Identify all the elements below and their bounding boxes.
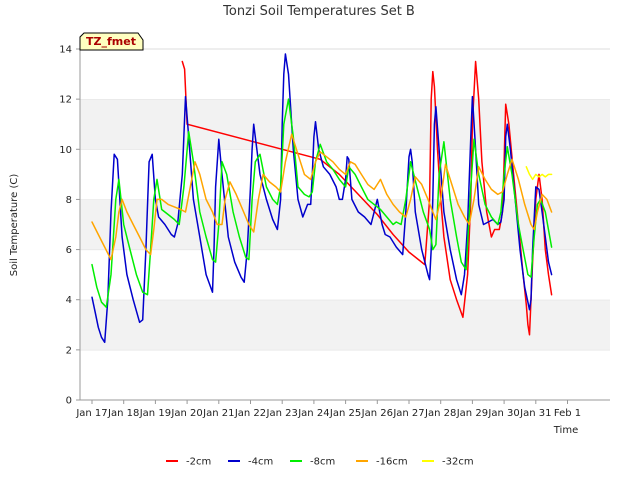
series-line-16cm bbox=[91, 133, 553, 261]
y-tick-label: 12 bbox=[59, 95, 72, 106]
grid-band bbox=[80, 49, 610, 100]
x-tick-label: Jan 31 bbox=[519, 408, 551, 419]
grid-band bbox=[80, 349, 610, 400]
grid-band bbox=[80, 99, 610, 150]
y-tick-label: 0 bbox=[66, 396, 72, 407]
x-axis-ticks: Jan 17 Jan 18 Jan 19 Jan 20 Jan 21 Jan 22 Jan … bbox=[75, 400, 581, 419]
grid-band bbox=[80, 299, 610, 350]
chart-title: Tonzi Soil Temperatures Set B bbox=[222, 4, 415, 19]
x-tick-label: Jan 29 bbox=[456, 408, 488, 419]
x-tick-label: Jan 18 bbox=[107, 408, 139, 419]
y-axis-title: Soil Temperature (C) bbox=[9, 174, 20, 277]
x-tick-label: Jan 30 bbox=[487, 408, 519, 419]
legend-label: -2cm bbox=[186, 457, 211, 468]
legend-label: -32cm bbox=[442, 457, 474, 468]
x-tick-label: Feb 1 bbox=[554, 408, 581, 419]
series-line-32cm bbox=[525, 166, 553, 181]
x-tick-label: Jan 28 bbox=[424, 408, 456, 419]
legend: -2cm -4cm -8cm -16cm -32cm bbox=[166, 457, 474, 468]
y-tick-label: 4 bbox=[66, 295, 72, 306]
site-badge-box bbox=[79, 32, 144, 51]
x-tick-label: Jan 21 bbox=[202, 408, 234, 419]
legend-label: -16cm bbox=[376, 457, 408, 468]
site-badge: TZ_fmet bbox=[79, 32, 144, 51]
x-axis-title: Time bbox=[553, 425, 578, 436]
y-tick-label: 8 bbox=[66, 195, 72, 206]
x-tick-label: Jan 19 bbox=[139, 408, 171, 419]
x-tick-label: Jan 24 bbox=[297, 408, 329, 419]
y-tick-label: 14 bbox=[59, 45, 72, 56]
x-tick-label: Jan 23 bbox=[266, 408, 298, 419]
x-tick-label: Jan 17 bbox=[75, 408, 107, 419]
series-line-4cm bbox=[91, 53, 553, 344]
y-tick-label: 10 bbox=[59, 145, 72, 156]
x-tick-label: Jan 22 bbox=[234, 408, 266, 419]
plot-frame bbox=[79, 49, 610, 401]
x-tick-label: Jan 20 bbox=[170, 408, 202, 419]
x-tick-label: Jan 26 bbox=[361, 408, 393, 419]
y-tick-label: 2 bbox=[66, 345, 72, 356]
x-tick-label: Jan 27 bbox=[392, 408, 424, 419]
legend-label: -4cm bbox=[248, 457, 273, 468]
y-tick-label: 6 bbox=[66, 245, 72, 256]
x-tick-label: Jan 25 bbox=[329, 408, 361, 419]
y-axis-ticks: 0 2 4 6 8 10 12 14 bbox=[59, 45, 80, 407]
legend-label: -8cm bbox=[310, 457, 335, 468]
site-badge-label: TZ_fmet bbox=[86, 35, 136, 48]
series-lines bbox=[91, 53, 553, 344]
